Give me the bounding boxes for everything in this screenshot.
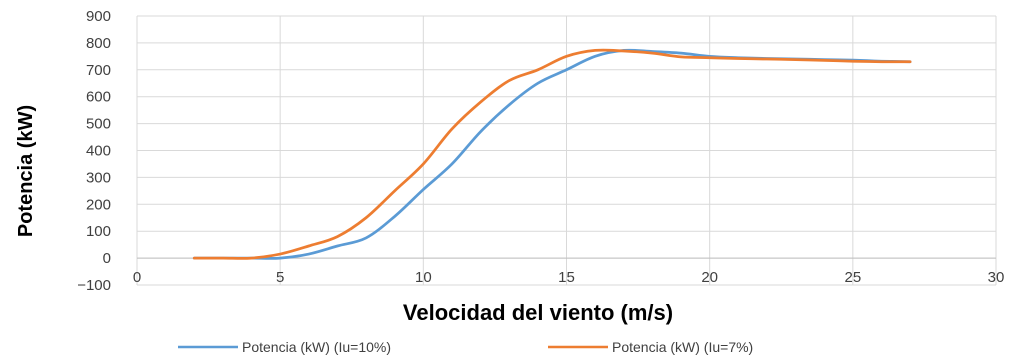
x-tick-label: 15 [558,269,575,286]
legend: Potencia (kW) (Iu=10%) Potencia (kW) (Iu… [178,339,753,355]
y-tick-label: 500 [86,116,111,133]
y-tick-label: 100 [86,223,111,240]
x-tick-label: 30 [988,269,1005,286]
series-layer [192,48,912,260]
y-tick-labels: −100 0 100 200 300 400 500 600 700 800 900 [77,8,111,294]
y-tick-label: 900 [86,8,111,25]
y-tick-label: −100 [77,277,111,294]
y-tick-label: 600 [86,89,111,106]
x-tick-label: 5 [276,269,284,286]
y-tick-label: 400 [86,143,111,160]
x-axis-title: Velocidad del viento (m/s) [403,300,673,325]
x-tick-label: 10 [415,269,432,286]
x-tick-label: 0 [133,269,141,286]
y-tick-label: 0 [103,250,111,267]
x-tick-labels: 0 5 10 15 20 25 30 [133,269,1005,286]
gridlines [136,15,997,286]
legend-label-series-1: Potencia (kW) (Iu=10%) [242,339,391,355]
x-tick-label: 25 [844,269,861,286]
series-line-1 [192,48,912,260]
y-axis-title: Potencia (kW) [15,105,37,237]
y-tick-label: 800 [86,35,111,52]
x-tick-label: 20 [701,269,718,286]
legend-label-series-2: Potencia (kW) (Iu=7%) [612,339,753,355]
y-tick-label: 700 [86,62,111,79]
y-tick-label: 300 [86,169,111,186]
y-tick-label: 200 [86,196,111,213]
series-line-2 [192,48,912,260]
